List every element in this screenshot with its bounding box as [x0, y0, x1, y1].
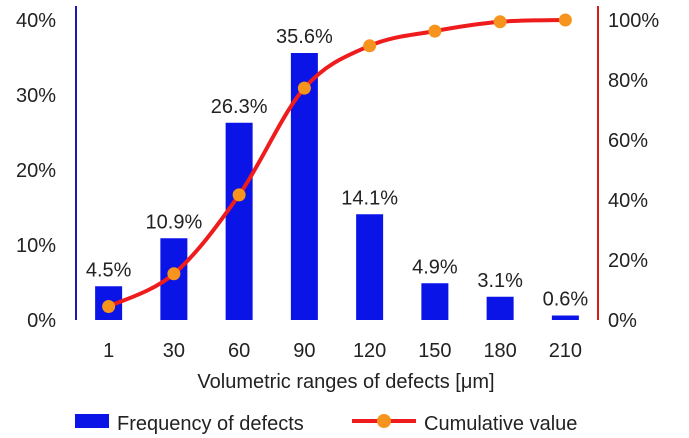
bar-value-label: 26.3%: [211, 96, 268, 118]
bar-value-label: 10.9%: [146, 211, 203, 233]
cumulative-point: [167, 267, 181, 281]
cumulative-point: [493, 15, 507, 29]
right-tick-label: 100%: [608, 10, 659, 32]
x-axis-ticks: 1 30 60 90 120 150 180 210: [103, 340, 582, 362]
cumulative-point: [102, 300, 116, 313]
cumulative-point: [363, 39, 377, 53]
left-y-axis: 0% 10% 20% 30% 40%: [16, 6, 77, 332]
right-y-axis: 0% 20% 40% 60% 80% 100%: [597, 6, 659, 332]
right-tick-label: 0%: [608, 310, 637, 332]
legend-bar-swatch: [75, 414, 109, 428]
x-tick-label: 120: [353, 340, 386, 362]
right-tick-label: 20%: [608, 250, 648, 272]
bar-value-label: 35.6%: [276, 26, 333, 48]
x-axis-title: Volumetric ranges of defects [μm]: [197, 371, 494, 393]
legend-line-marker: [377, 414, 391, 428]
bar: [551, 315, 579, 320]
legend-line-label: Cumulative value: [424, 413, 577, 435]
x-tick-label: 60: [228, 340, 250, 362]
right-tick-label: 60%: [608, 130, 648, 152]
legend: Frequency of defects Cumulative value: [75, 413, 577, 435]
bar: [486, 296, 514, 320]
cumulative-point: [428, 24, 442, 38]
left-tick-label: 20%: [16, 160, 56, 182]
right-tick-label: 80%: [608, 70, 648, 92]
bar: [421, 283, 449, 320]
bar: [225, 122, 253, 320]
left-tick-label: 0%: [27, 310, 56, 332]
bar-value-label: 4.5%: [86, 259, 132, 281]
bar-value-label: 4.9%: [412, 256, 458, 278]
x-tick-label: 1: [103, 340, 114, 362]
x-tick-label: 90: [293, 340, 315, 362]
left-tick-label: 40%: [16, 10, 56, 32]
left-tick-label: 10%: [16, 235, 56, 257]
x-tick-label: 150: [418, 340, 451, 362]
cumulative-line: [102, 13, 572, 313]
bar-data-labels: 4.5% 10.9% 26.3% 35.6% 14.1% 4.9% 3.1% 0.6%: [86, 26, 589, 311]
legend-bar-label: Frequency of defects: [117, 413, 304, 435]
right-tick-label: 40%: [608, 190, 648, 212]
cumulative-point: [297, 81, 311, 95]
cumulative-point: [558, 13, 572, 27]
cumulative-point: [232, 188, 246, 202]
bar: [356, 214, 384, 320]
left-tick-label: 30%: [16, 85, 56, 107]
x-tick-label: 210: [549, 340, 582, 362]
x-tick-label: 30: [163, 340, 185, 362]
x-tick-label: 180: [483, 340, 516, 362]
cumulative-line-path: [107, 18, 566, 309]
bar-value-label: 14.1%: [341, 187, 398, 209]
bar-value-label: 0.6%: [543, 289, 589, 311]
bar-value-label: 3.1%: [477, 270, 523, 292]
